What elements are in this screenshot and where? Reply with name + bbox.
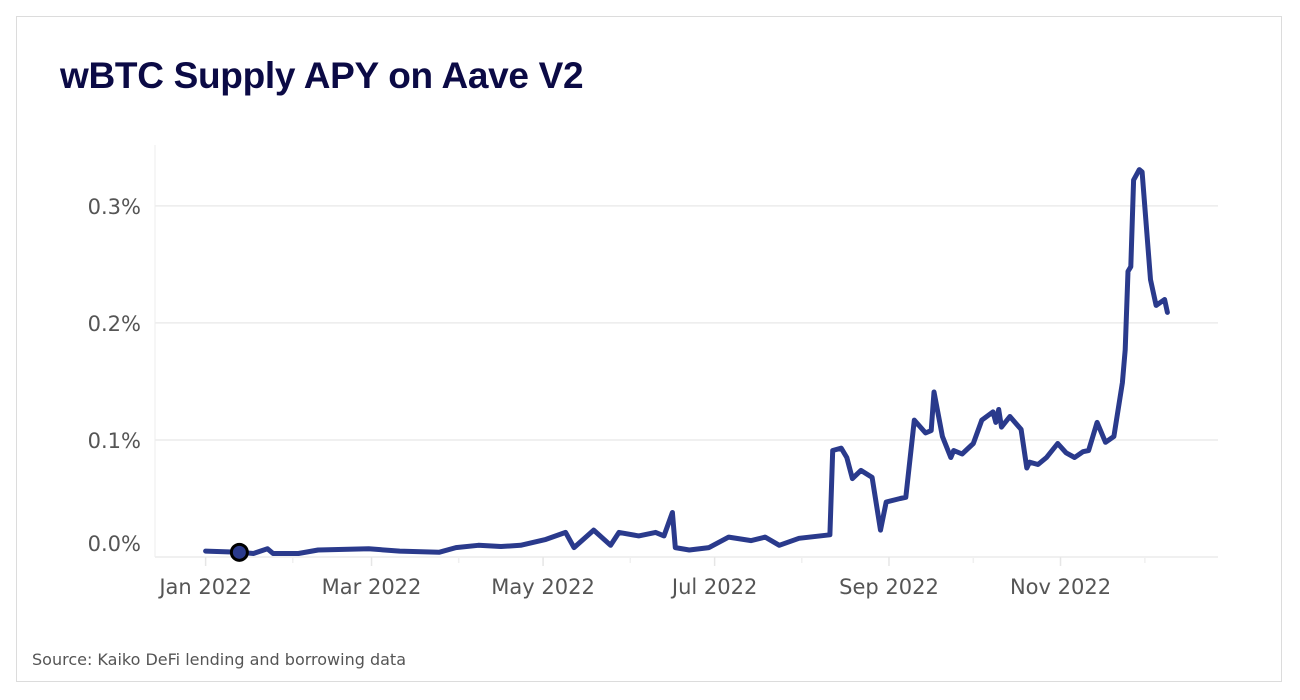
- x-tick-label: Jul 2022: [670, 575, 757, 599]
- gridlines: [155, 205, 1218, 558]
- x-tick-label: Jan 2022: [157, 575, 252, 599]
- y-tick-label: 0.3%: [88, 195, 141, 219]
- y-tick-label: 0.0%: [88, 532, 141, 556]
- y-tick-label: 0.1%: [88, 429, 141, 453]
- chart-card: [16, 16, 1282, 682]
- hover-point-marker: [229, 542, 249, 562]
- x-tick-label: May 2022: [491, 575, 595, 599]
- x-tick-label: Mar 2022: [322, 575, 422, 599]
- x-tick-label: Sep 2022: [839, 575, 939, 599]
- chart-title: wBTC Supply APY on Aave V2: [60, 55, 584, 96]
- plot-area: [203, 167, 1170, 562]
- x-tick-label: Nov 2022: [1010, 575, 1111, 599]
- series-line: [203, 167, 1170, 556]
- axes: 0.0% 0.1% 0.2% 0.3% Jan 2022 Mar 2022 May 2022…: [88, 145, 1146, 599]
- y-tick-label: 0.2%: [88, 312, 141, 336]
- source-note: Source: Kaiko DeFi lending and borrowing…: [32, 650, 407, 669]
